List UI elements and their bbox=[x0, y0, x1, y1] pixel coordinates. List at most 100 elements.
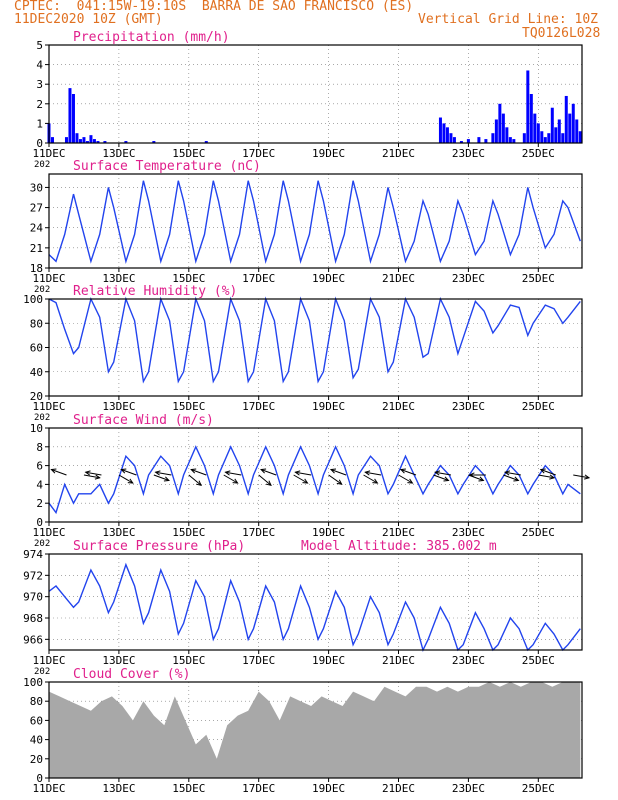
precip-bar bbox=[445, 127, 449, 143]
x-tick-label: 25DEC bbox=[522, 147, 555, 160]
wind-arrow-head bbox=[84, 470, 91, 476]
precip-bar bbox=[533, 113, 537, 143]
x-tick-label: 21DEC bbox=[382, 272, 415, 285]
x-tick-label: 21DEC bbox=[382, 147, 415, 160]
precip-bar bbox=[512, 139, 516, 143]
x-tick-label: 25DEC bbox=[522, 272, 555, 285]
x-tick-label: 17DEC bbox=[242, 654, 275, 667]
x-tick-label: 15DEC bbox=[172, 147, 205, 160]
x-tick-label: 25DEC bbox=[522, 654, 555, 667]
header-grid-note: Vertical Grid Line: 10Z bbox=[418, 12, 599, 27]
wind-arrow-head bbox=[513, 476, 520, 482]
precip-bar bbox=[152, 141, 156, 143]
precip-bar bbox=[78, 139, 82, 143]
precip-bar bbox=[575, 119, 579, 143]
y-tick-label: 970 bbox=[23, 591, 43, 604]
precip-bar bbox=[103, 141, 107, 143]
y-tick-label: 974 bbox=[23, 548, 43, 561]
header-run-code: TQ0126L028 bbox=[522, 26, 601, 41]
precip-bar bbox=[71, 94, 75, 143]
y-tick-label: 0 bbox=[36, 516, 43, 529]
wind-arrow bbox=[435, 471, 452, 476]
wind-arrow-head bbox=[120, 468, 127, 474]
y-tick-label: 100 bbox=[23, 676, 43, 689]
x-tick-label: 19DEC bbox=[312, 782, 345, 795]
precip-bar bbox=[578, 131, 582, 143]
y-tick-label: 20 bbox=[30, 390, 43, 403]
wind-arrow-head bbox=[190, 468, 197, 474]
precip-bar bbox=[568, 113, 572, 143]
y-tick-label: 30 bbox=[30, 181, 43, 194]
y-tick-label: 6 bbox=[36, 460, 43, 473]
y-tick-label: 80 bbox=[30, 695, 43, 708]
x-tick-label: 17DEC bbox=[242, 526, 275, 539]
precip-bar bbox=[68, 88, 72, 143]
wind-arrow bbox=[400, 469, 417, 476]
precip-bar bbox=[505, 127, 509, 143]
x-tick-label: 23DEC bbox=[452, 400, 485, 413]
precip-bar bbox=[554, 127, 558, 143]
precip-frame bbox=[48, 44, 583, 144]
precip-bar bbox=[529, 94, 533, 143]
precip-title: Precipitation (mm/h) bbox=[73, 30, 230, 45]
precip-bar bbox=[498, 103, 502, 143]
precip-bar bbox=[82, 137, 86, 143]
x-tick-label: 23DEC bbox=[452, 782, 485, 795]
x-tick-label: 13DEC bbox=[102, 147, 135, 160]
precip-bar bbox=[89, 135, 93, 143]
wind-arrow bbox=[365, 471, 382, 476]
x-tick-label: 17DEC bbox=[242, 782, 275, 795]
precip-bar bbox=[550, 107, 554, 143]
wind-arrow bbox=[153, 474, 170, 481]
wind-arrow-head bbox=[503, 470, 511, 476]
wind-arrow bbox=[330, 469, 347, 476]
wind-arrow-head bbox=[294, 470, 301, 476]
x-tick-label: 13DEC bbox=[102, 400, 135, 413]
precip-bar bbox=[508, 137, 512, 143]
y-tick-label: 80 bbox=[30, 317, 43, 330]
x-tick-label: 15DEC bbox=[172, 654, 205, 667]
model-altitude: Model Altitude: 385.002 m bbox=[301, 539, 497, 554]
wind-arrow-head bbox=[434, 470, 441, 476]
rh-title: Relative Humidity (%) bbox=[73, 284, 237, 299]
y-tick-label: 8 bbox=[36, 441, 43, 454]
precip-bar bbox=[204, 141, 208, 143]
wind-arrow bbox=[188, 474, 202, 486]
x-tick-label: 15DEC bbox=[172, 782, 205, 795]
x-year-label-clipped: 202 bbox=[34, 413, 50, 423]
precip-bar bbox=[477, 137, 481, 143]
x-tick-label: 15DEC bbox=[172, 272, 205, 285]
wind-arrow-head bbox=[584, 474, 591, 480]
wind-arrow-head bbox=[539, 468, 546, 474]
temp-title: Surface Temperature (nC) bbox=[73, 159, 261, 174]
precip-bar bbox=[96, 141, 100, 143]
wind-arrow-head bbox=[224, 470, 231, 476]
y-tick-label: 4 bbox=[36, 478, 43, 491]
wind-arrow-head bbox=[407, 478, 414, 484]
temp-frame bbox=[48, 173, 583, 269]
rh-line bbox=[48, 296, 581, 384]
x-tick-label: 13DEC bbox=[102, 272, 135, 285]
y-tick-label: 0 bbox=[36, 137, 43, 150]
y-tick-label: 27 bbox=[30, 202, 43, 215]
precip-bar bbox=[75, 133, 79, 143]
y-tick-label: 4 bbox=[36, 59, 43, 72]
x-tick-label: 11DEC bbox=[32, 782, 65, 795]
wind-arrow-head bbox=[94, 474, 101, 480]
wind-arrow bbox=[51, 469, 67, 476]
x-tick-label: 17DEC bbox=[242, 147, 275, 160]
precip-bar bbox=[526, 70, 530, 143]
wind-arrow bbox=[328, 474, 342, 485]
x-tick-label: 11DEC bbox=[32, 526, 65, 539]
y-tick-label: 966 bbox=[23, 633, 43, 646]
wind-arrow bbox=[83, 474, 100, 479]
precip-bar bbox=[484, 139, 488, 143]
wind-arrow bbox=[191, 469, 207, 476]
y-tick-label: 21 bbox=[30, 242, 43, 255]
y-tick-label: 10 bbox=[30, 422, 43, 435]
y-tick-label: 24 bbox=[30, 222, 44, 235]
wind-arrow-head bbox=[329, 468, 337, 474]
x-tick-label: 21DEC bbox=[382, 400, 415, 413]
header-location: CPTEC: 041:15W-19:10S BARRA DE SAO FRANC… bbox=[14, 0, 414, 14]
y-tick-label: 100 bbox=[23, 293, 43, 306]
